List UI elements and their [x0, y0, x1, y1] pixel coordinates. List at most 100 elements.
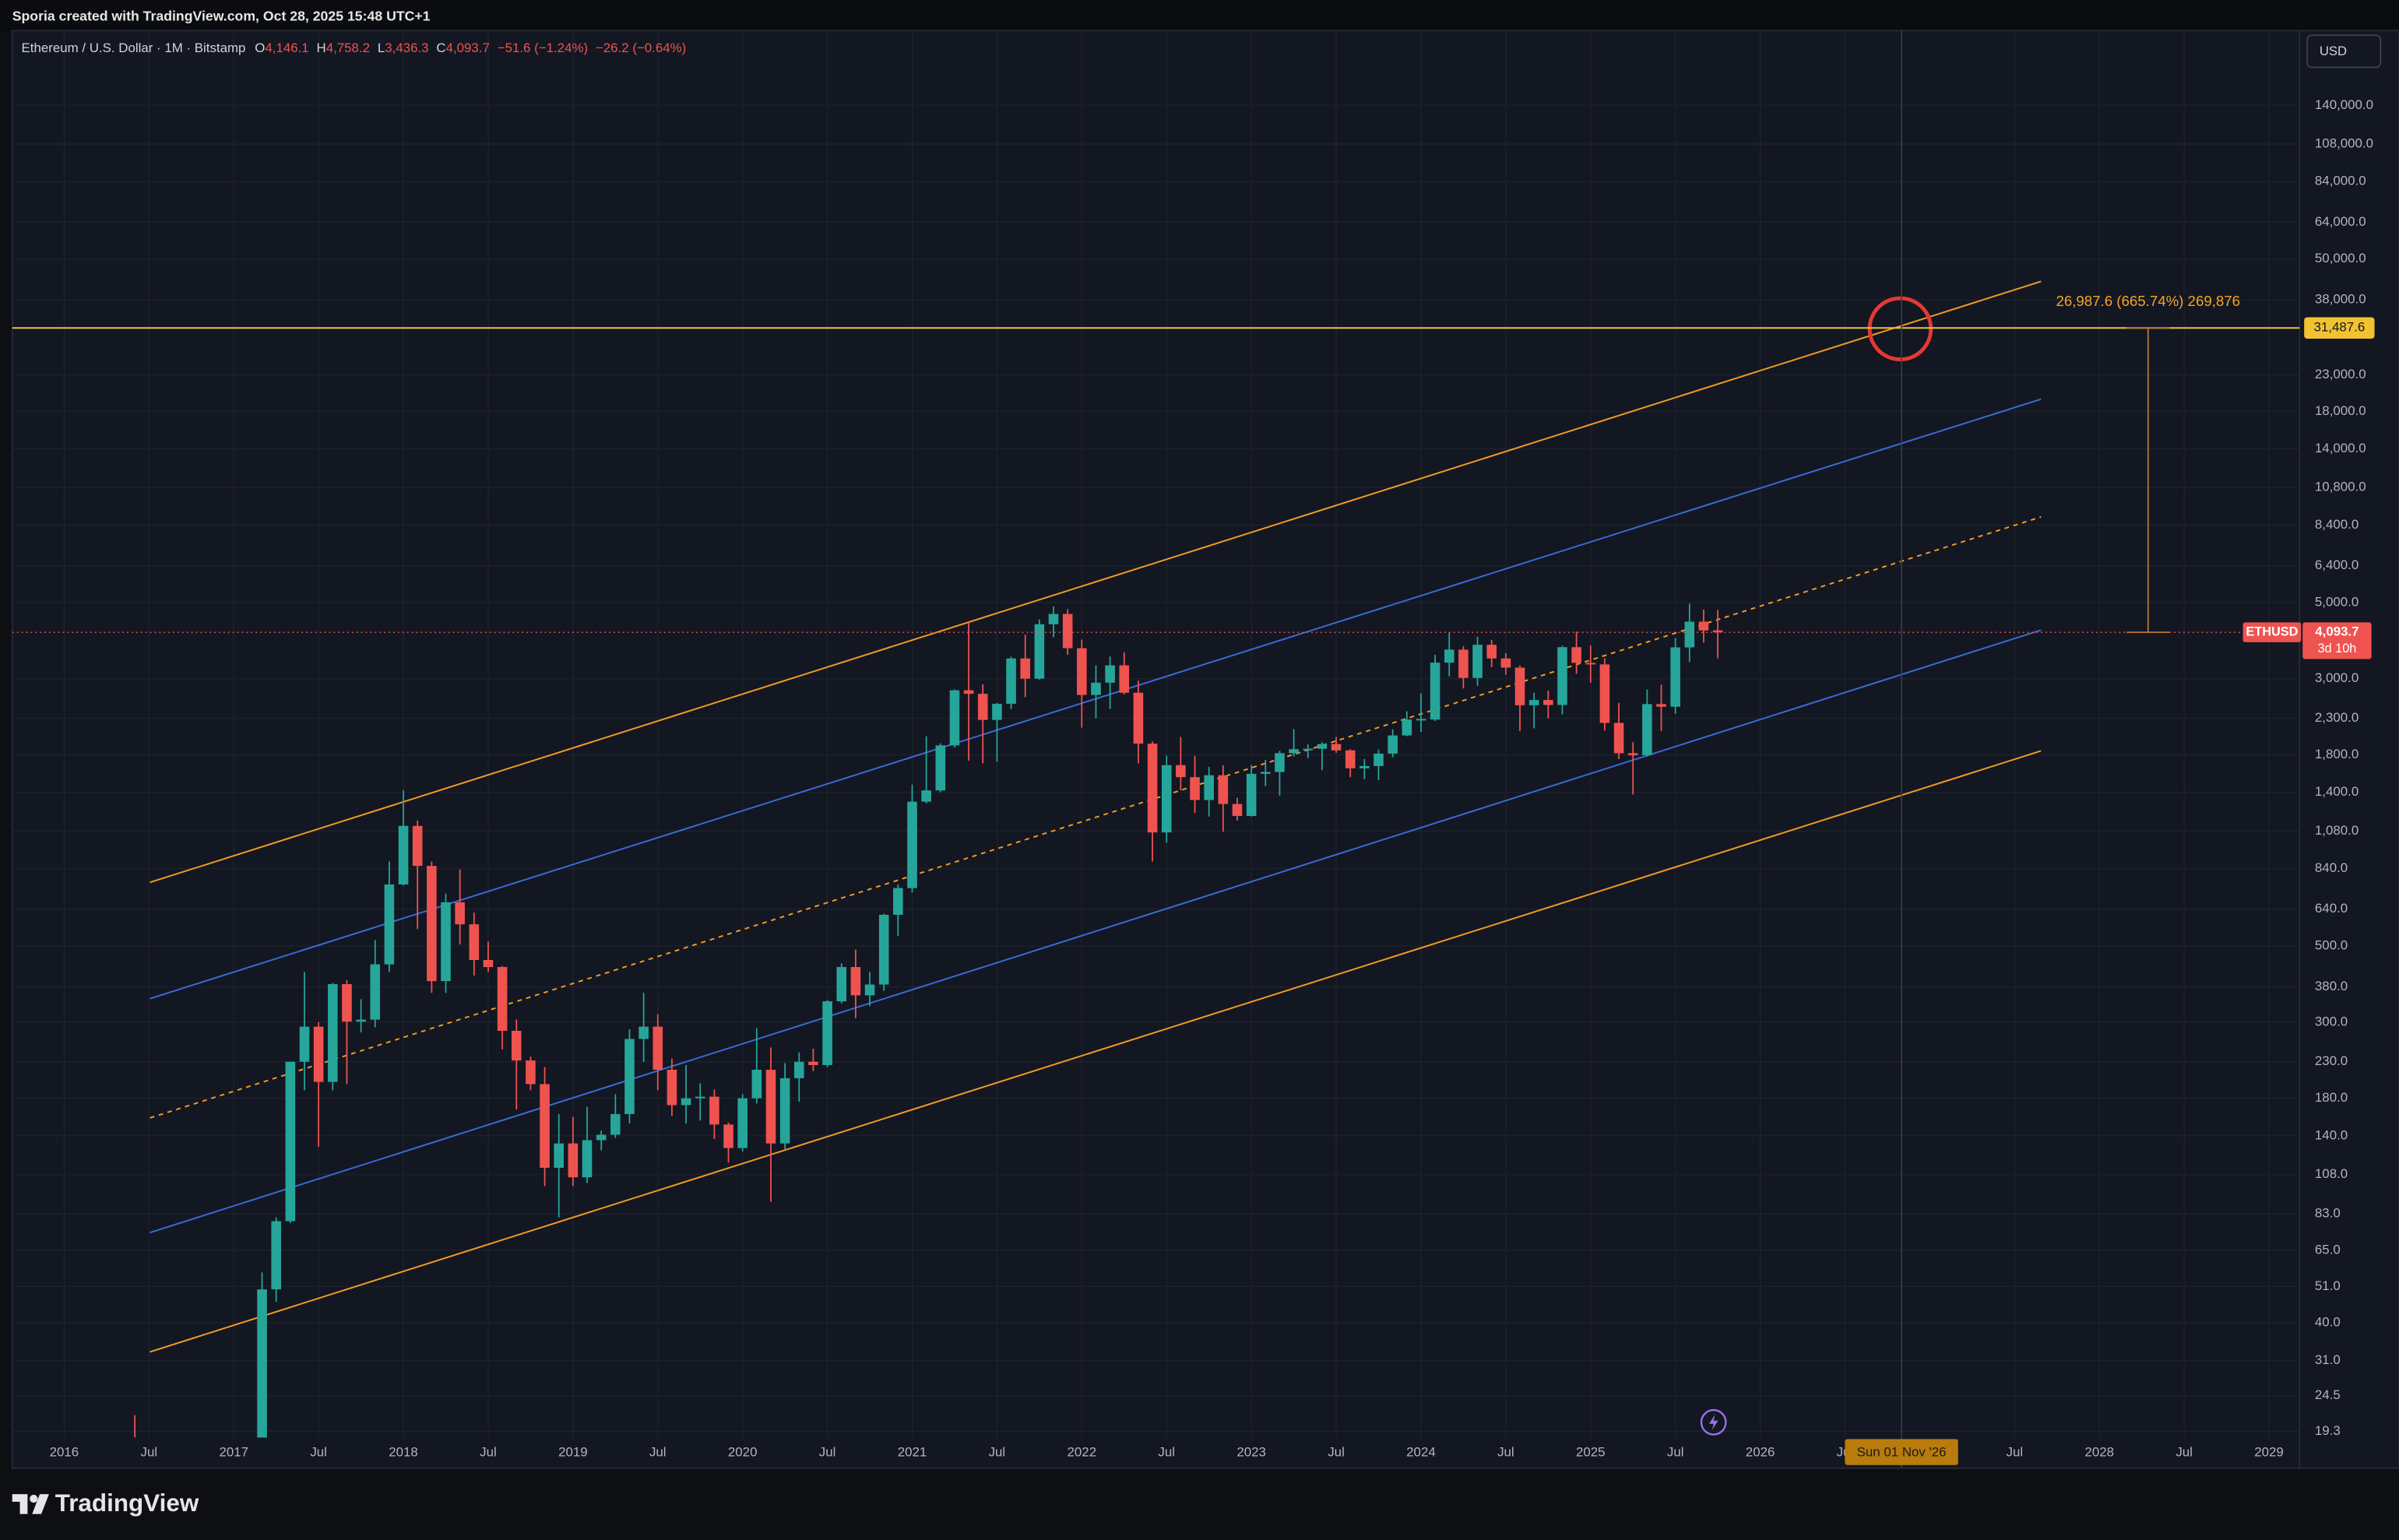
- candle-body: [483, 960, 494, 968]
- candle-body: [1161, 765, 1172, 833]
- candle-body: [370, 964, 381, 1020]
- x-tick-label: 2028: [2084, 1445, 2114, 1460]
- candle-body: [751, 1070, 762, 1099]
- assistant-icon[interactable]: [1700, 1408, 1727, 1436]
- candle-body: [822, 1001, 832, 1065]
- candle-body: [723, 1124, 733, 1148]
- x-tick-label: Jul: [2176, 1445, 2193, 1460]
- y-tick-label: 38,000.0: [2315, 292, 2366, 307]
- y-tick-label: 1,800.0: [2315, 747, 2359, 761]
- symbol-label: ETHUSD: [2246, 624, 2298, 638]
- y-tick-label: 180.0: [2315, 1090, 2348, 1105]
- candle-body: [582, 1140, 593, 1178]
- candle-body: [1105, 665, 1115, 683]
- candle-body: [667, 1070, 677, 1106]
- candle-body: [681, 1098, 691, 1106]
- x-tick-label: Jul: [819, 1445, 836, 1460]
- candle-body: [1133, 692, 1144, 744]
- candle-body: [1374, 753, 1384, 766]
- ohlc-value: 4,758.2: [326, 40, 370, 55]
- candle-body: [1062, 614, 1073, 649]
- x-tick-label: 2029: [2254, 1445, 2284, 1460]
- candle-body: [921, 790, 931, 802]
- measure-label: 26,987.6 (665.74%) 269,876: [2056, 293, 2240, 309]
- candle-body: [992, 703, 1002, 720]
- candle-body: [1006, 658, 1016, 704]
- x-tick-label: 2024: [1406, 1445, 1436, 1460]
- y-tick-label: 1,080.0: [2315, 823, 2359, 838]
- crosshair-label-box: [1845, 1439, 1958, 1465]
- y-tick-label: 3,000.0: [2315, 670, 2359, 685]
- y-tick-label: 10,800.0: [2315, 480, 2366, 494]
- price-label-box: [2302, 622, 2372, 659]
- y-tick-label: 24.5: [2315, 1387, 2341, 1402]
- candle-body: [1275, 753, 1285, 772]
- candle-body: [709, 1096, 719, 1125]
- x-tick-label: Jul: [1328, 1445, 1345, 1460]
- candle-body: [850, 967, 861, 996]
- candle-body: [1360, 765, 1370, 768]
- candle-body: [638, 1026, 649, 1039]
- y-tick-label: 65.0: [2315, 1242, 2341, 1257]
- attribution: Sporia created with TradingView.com, Oct…: [12, 8, 431, 23]
- candle-body: [1557, 647, 1567, 705]
- currency-label[interactable]: USD: [2320, 44, 2347, 58]
- channel-lower-mid: [149, 629, 2042, 1234]
- candle-body: [1543, 700, 1553, 705]
- candle-body: [455, 902, 465, 925]
- candle-body: [836, 967, 847, 1002]
- x-tick-label: 2026: [1746, 1445, 1775, 1460]
- candle-body: [257, 1289, 267, 1438]
- brand-name: TradingView: [55, 1489, 199, 1517]
- candle-body: [695, 1096, 705, 1099]
- candle-body: [737, 1098, 747, 1148]
- currency-button[interactable]: USD: [2306, 34, 2382, 69]
- candle-body: [1020, 658, 1031, 679]
- y-tick-label: 8,400.0: [2315, 517, 2359, 532]
- candle-body: [299, 1026, 310, 1062]
- candle-body: [596, 1134, 607, 1141]
- y-tick-label: 640.0: [2315, 901, 2348, 916]
- candle-body: [1303, 748, 1314, 751]
- candle-body: [526, 1060, 536, 1085]
- x-tick-label: Jul: [989, 1445, 1006, 1460]
- x-tick-label: 2018: [389, 1445, 418, 1460]
- candle-body: [1684, 621, 1695, 648]
- candle-body: [1698, 621, 1709, 631]
- ohlc-value: 4,146.1: [265, 40, 308, 55]
- candle-body: [1331, 744, 1342, 751]
- crosshair-label: Sun 01 Nov '26: [1857, 1445, 1947, 1460]
- candle-body: [1472, 645, 1483, 678]
- candle-body: [1119, 665, 1130, 693]
- candle-body: [779, 1078, 790, 1144]
- countdown-label: 3d 10h: [2317, 642, 2356, 656]
- x-tick-label: Jul: [480, 1445, 497, 1460]
- candle-body: [1317, 744, 1328, 749]
- candle-body: [1218, 775, 1229, 804]
- candle-body: [935, 745, 946, 791]
- candle-body: [977, 694, 988, 720]
- y-tick-label: 18,000.0: [2315, 403, 2366, 418]
- candle-body: [653, 1026, 663, 1071]
- ohlc-letter: L: [378, 40, 385, 55]
- highlight-circle: [1867, 296, 1933, 362]
- candle-body: [1656, 704, 1666, 707]
- candle-body: [1034, 624, 1045, 679]
- x-tick-label: Jul: [310, 1445, 327, 1460]
- x-tick-label: 2025: [1576, 1445, 1606, 1460]
- x-tick-label: 2021: [898, 1445, 927, 1460]
- candle-body: [949, 690, 960, 746]
- symbol-name: Ethereum / U.S. Dollar · 1M · Bitstamp: [22, 40, 246, 55]
- y-tick-label: 84,000.0: [2315, 174, 2366, 188]
- candle-body: [1289, 749, 1299, 754]
- channel-upper: [149, 280, 2042, 884]
- candle-body: [1176, 765, 1186, 778]
- ohlc-letter: O: [255, 40, 265, 55]
- x-tick-label: 2017: [219, 1445, 248, 1460]
- y-tick-label: 140,000.0: [2315, 97, 2373, 112]
- candle-body: [328, 984, 338, 1082]
- candle-body: [1430, 663, 1440, 720]
- y-tick-label: 31.0: [2315, 1352, 2341, 1367]
- x-tick-label: 2019: [558, 1445, 588, 1460]
- level-label-box: [2304, 317, 2375, 339]
